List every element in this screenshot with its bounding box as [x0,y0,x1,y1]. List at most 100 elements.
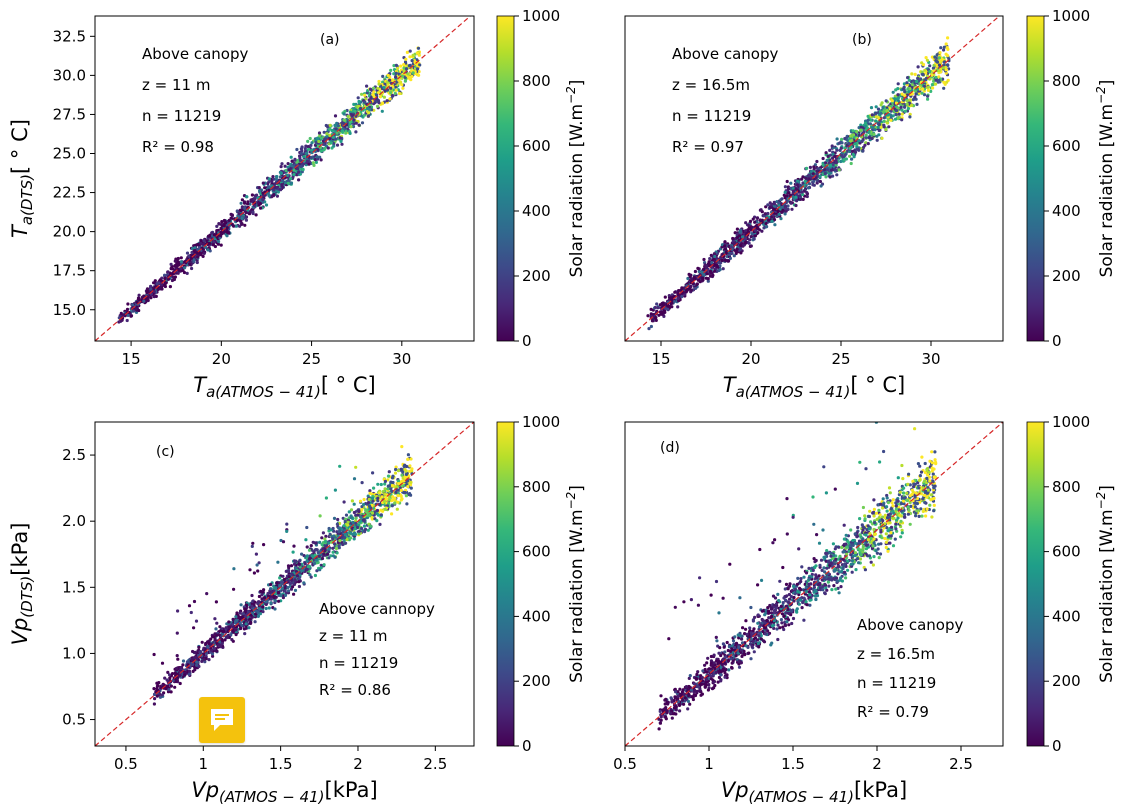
data-point [816,179,820,183]
colorbar-tick-label: 800 [1052,72,1081,90]
data-point [389,68,393,72]
data-point [812,165,816,169]
data-point [399,488,403,492]
data-point [272,177,276,181]
data-point [764,205,768,209]
reference-line-1to1 [94,15,471,342]
data-point [190,266,194,271]
colorbar-label-close: ] [567,485,587,492]
data-point [408,49,412,53]
data-point [821,163,825,167]
data-point [411,53,415,57]
data-point [262,194,266,198]
data-point [157,681,161,685]
data-point [409,457,413,461]
data-point [183,266,187,270]
colorbar-tick-label: 400 [1052,202,1081,220]
data-point [199,253,203,257]
data-point [670,301,674,305]
data-point [823,171,827,176]
data-point [709,271,713,275]
data-point [944,68,948,72]
data-point [159,283,164,287]
data-point [292,168,296,172]
data-point [848,154,852,158]
x-axis-label: Ta(ATMOS − 41)[ ° C] [723,373,905,401]
x-tick-label: 30 [921,350,940,368]
data-point [896,93,900,97]
data-point [768,205,772,209]
data-point [125,307,130,311]
data-point [302,155,306,159]
data-point [406,457,410,461]
data-point [326,552,330,556]
data-point [394,467,398,472]
data-point [257,186,261,190]
data-point [327,529,331,533]
data-point [207,241,212,246]
data-point [304,538,308,542]
data-point [312,163,316,167]
x-tick-label: 2.5 [423,755,447,773]
data-point [284,181,288,185]
data-point [269,601,273,605]
data-point [284,168,288,173]
data-point [383,487,387,491]
data-point [321,547,325,551]
data-point [390,504,394,508]
data-point [937,69,941,73]
data-point [367,514,372,518]
data-point [360,526,364,531]
colorbar-label: Solar radiation [W.m−2] [1094,80,1117,278]
data-point [900,92,904,96]
colorbar-tick-label: 400 [522,202,551,220]
data-point [791,195,795,199]
data-point [145,297,149,301]
data-point [315,136,320,140]
data-point [783,190,787,194]
data-point [307,548,312,552]
data-point [417,73,421,77]
data-point [902,82,907,86]
data-point [349,125,353,129]
data-point [246,610,250,614]
data-point [237,616,241,620]
data-point [731,236,735,241]
data-point [258,202,262,206]
data-point [864,133,868,137]
data-point [756,231,760,235]
data-point [352,502,356,506]
data-point [416,46,421,50]
data-point [207,658,211,662]
data-point [192,626,196,630]
data-point [226,629,230,634]
data-point [129,314,133,318]
data-point [193,668,197,672]
data-point [292,544,296,548]
data-point [244,618,248,622]
annotation-text: Above canopy [672,45,778,63]
data-point [305,559,309,563]
data-point [261,181,265,185]
data-point [286,564,291,568]
data-point [371,93,375,97]
data-point [921,72,925,76]
data-point [152,652,156,657]
data-point [254,612,258,616]
data-point [409,486,413,490]
data-point [890,99,894,103]
data-point [256,600,261,604]
data-point [250,604,254,608]
data-point [311,540,315,544]
data-point [342,118,346,122]
data-point [190,658,194,662]
data-point [235,218,239,223]
data-point [267,594,271,598]
data-point [396,66,400,70]
data-point [290,164,294,168]
data-point [908,84,912,88]
data-point [352,477,357,481]
data-point [882,110,886,114]
data-point [876,125,880,129]
data-point [378,491,382,495]
